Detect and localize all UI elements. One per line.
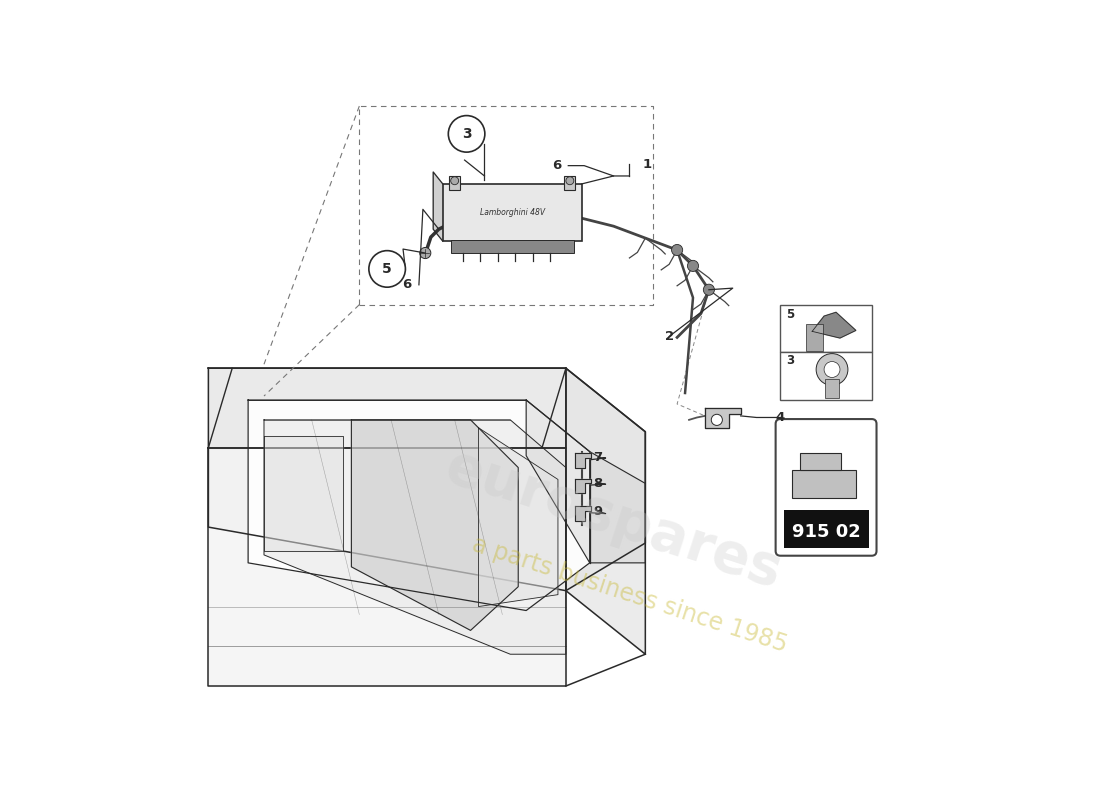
Bar [806, 323, 823, 351]
Text: 3: 3 [462, 127, 472, 141]
Polygon shape [478, 428, 558, 606]
Text: 6: 6 [403, 278, 411, 291]
Polygon shape [208, 448, 565, 686]
Bar [449, 176, 460, 190]
Text: 9: 9 [593, 505, 602, 518]
Text: 1: 1 [642, 158, 651, 170]
Text: 5: 5 [383, 262, 392, 276]
Text: 5: 5 [785, 307, 794, 321]
Text: a parts business since 1985: a parts business since 1985 [469, 532, 790, 657]
Circle shape [565, 177, 574, 185]
Polygon shape [565, 368, 646, 654]
Polygon shape [575, 478, 592, 493]
Circle shape [816, 354, 848, 386]
Circle shape [824, 362, 840, 378]
FancyBboxPatch shape [776, 419, 877, 556]
Text: 6: 6 [552, 159, 561, 172]
Bar [825, 378, 839, 398]
Circle shape [671, 245, 683, 255]
Text: 8: 8 [593, 477, 603, 490]
Polygon shape [812, 312, 856, 338]
Polygon shape [575, 506, 592, 521]
Polygon shape [575, 454, 592, 467]
Circle shape [712, 414, 723, 426]
Polygon shape [526, 400, 646, 563]
Text: 3: 3 [785, 354, 794, 367]
Polygon shape [433, 172, 442, 241]
Text: eurospares: eurospares [439, 439, 789, 599]
Polygon shape [264, 436, 343, 551]
Bar [780, 305, 872, 352]
Bar [780, 352, 872, 400]
Text: 7: 7 [593, 451, 602, 465]
Polygon shape [208, 368, 565, 448]
FancyBboxPatch shape [442, 184, 582, 241]
Bar [801, 453, 842, 470]
Circle shape [449, 115, 485, 152]
Text: Lamborghini 48V: Lamborghini 48V [480, 208, 544, 217]
Bar [564, 176, 575, 190]
Text: 2: 2 [664, 330, 673, 343]
Bar [451, 240, 574, 253]
Polygon shape [351, 420, 518, 630]
Polygon shape [264, 420, 565, 654]
Circle shape [420, 247, 431, 258]
Circle shape [368, 250, 406, 287]
Text: 4: 4 [776, 411, 785, 424]
Polygon shape [249, 400, 590, 610]
Polygon shape [208, 368, 646, 590]
Bar [783, 510, 869, 548]
Circle shape [688, 260, 698, 271]
Circle shape [703, 284, 715, 295]
Text: 915 02: 915 02 [792, 523, 860, 541]
Bar [792, 470, 856, 498]
Polygon shape [705, 408, 740, 428]
Circle shape [451, 177, 459, 185]
